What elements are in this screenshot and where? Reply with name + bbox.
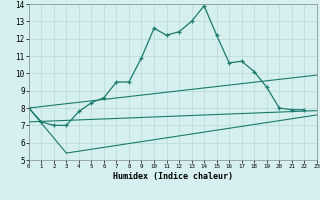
X-axis label: Humidex (Indice chaleur): Humidex (Indice chaleur) — [113, 172, 233, 181]
